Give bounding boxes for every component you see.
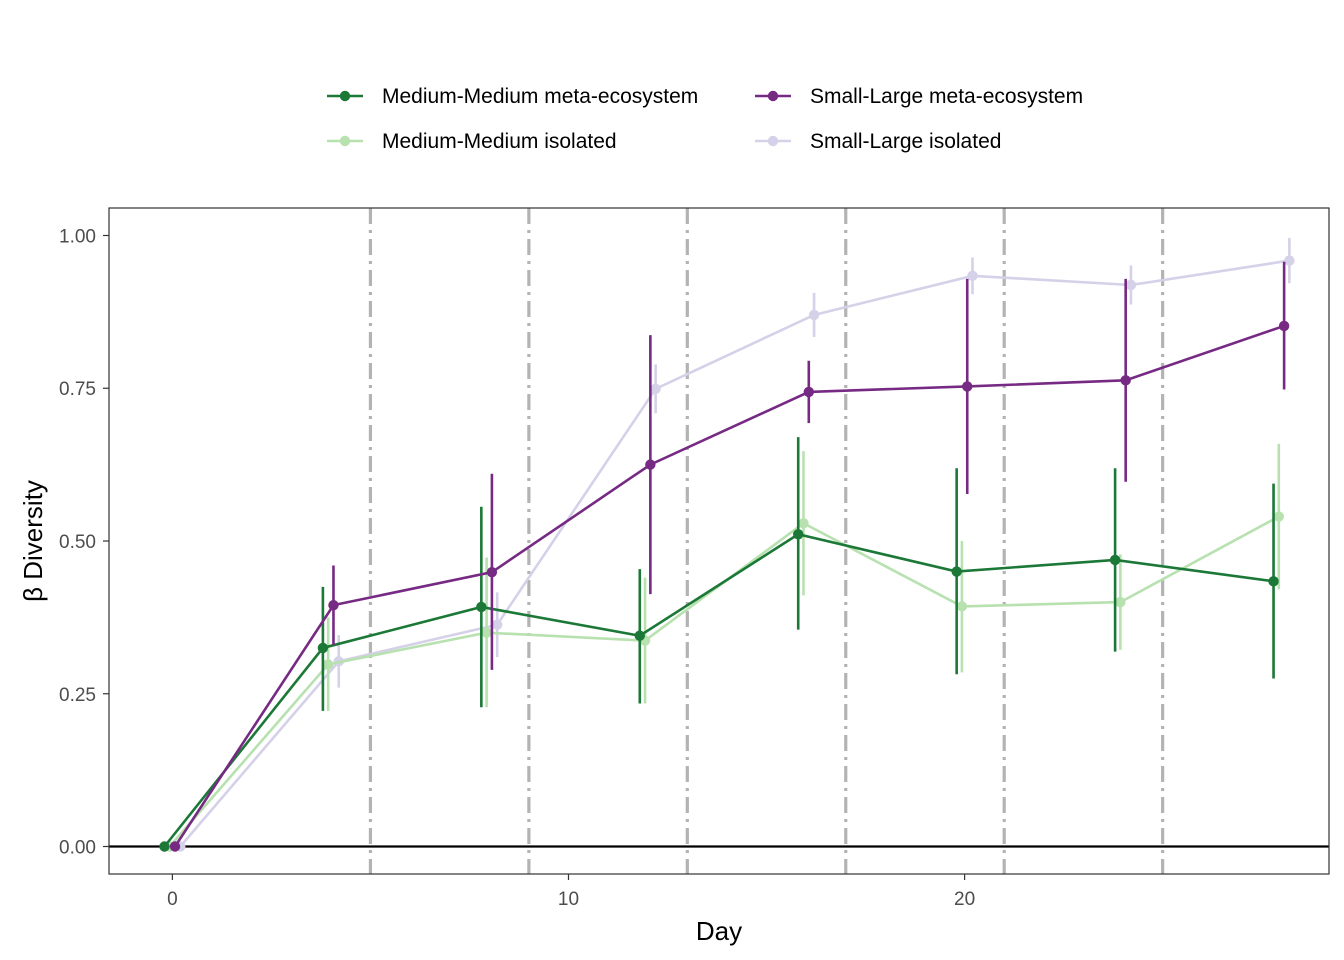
data-point: [1109, 554, 1121, 566]
series-medium-medium-meta-ecosystem: [159, 437, 1279, 852]
series-line: [173, 324, 1285, 848]
series-small-large-meta-ecosystem: [169, 261, 1290, 852]
y-axis-title: β Diversity: [18, 480, 48, 602]
y-tick-label: 1.00: [59, 226, 96, 247]
series-layer: [159, 237, 1295, 852]
legend: Medium-Medium meta-ecosystem Medium-Mediu…: [327, 85, 1083, 153]
data-point: [798, 518, 809, 529]
data-point: [951, 566, 962, 577]
legend-key-point: [767, 135, 779, 147]
legend-label: Small-Large isolated: [810, 130, 1001, 153]
data-point: [1268, 576, 1279, 587]
x-axis-title: Day: [696, 916, 742, 946]
data-point: [1120, 375, 1131, 386]
y-tick-label: 0.25: [59, 685, 96, 706]
data-point: [476, 601, 487, 613]
data-point: [962, 381, 973, 392]
data-point: [322, 659, 334, 670]
data-point: [808, 309, 820, 321]
y-tick-label: 0.00: [59, 838, 96, 859]
data-point: [634, 630, 645, 641]
data-point: [317, 642, 329, 654]
series-small-large-isolated: [175, 237, 1295, 852]
disturbance-lines: [368, 208, 1165, 874]
legend-item: Small-Large meta-ecosystem: [755, 85, 1083, 108]
legend-item: Medium-Medium isolated: [327, 130, 617, 153]
data-point: [328, 599, 339, 611]
data-point: [967, 270, 978, 282]
legend-label: Small-Large meta-ecosystem: [810, 85, 1083, 108]
legend-key-point: [339, 135, 351, 147]
data-point: [1278, 320, 1290, 332]
data-point: [1125, 279, 1137, 291]
legend-item: Medium-Medium meta-ecosystem: [327, 85, 698, 108]
data-point: [1273, 511, 1285, 522]
data-point: [803, 386, 814, 398]
y-tick-label: 0.75: [59, 379, 96, 400]
y-axis: 0.00 0.25 0.50 0.75 1.00: [59, 226, 109, 859]
series-line: [179, 259, 1290, 848]
data-point: [486, 566, 498, 578]
y-tick-label: 0.50: [59, 532, 96, 553]
legend-label: Medium-Medium meta-ecosystem: [382, 85, 698, 108]
data-point: [169, 841, 181, 852]
data-point: [650, 383, 661, 395]
data-point: [956, 601, 968, 612]
data-point: [1284, 255, 1295, 266]
legend-key-point: [339, 90, 351, 102]
x-tick-label: 20: [954, 889, 975, 910]
data-point: [159, 841, 170, 852]
x-tick-label: 0: [167, 889, 178, 910]
series-line: [163, 532, 1274, 848]
data-point: [1115, 596, 1126, 608]
data-point: [793, 529, 804, 540]
x-axis: 0 10 20: [167, 874, 975, 910]
data-point: [491, 619, 503, 630]
data-point: [645, 459, 656, 470]
legend-label: Medium-Medium isolated: [382, 130, 617, 153]
legend-key-point: [767, 90, 779, 102]
legend-item: Small-Large isolated: [755, 130, 1001, 153]
data-point: [481, 627, 492, 638]
x-tick-label: 10: [558, 889, 579, 910]
